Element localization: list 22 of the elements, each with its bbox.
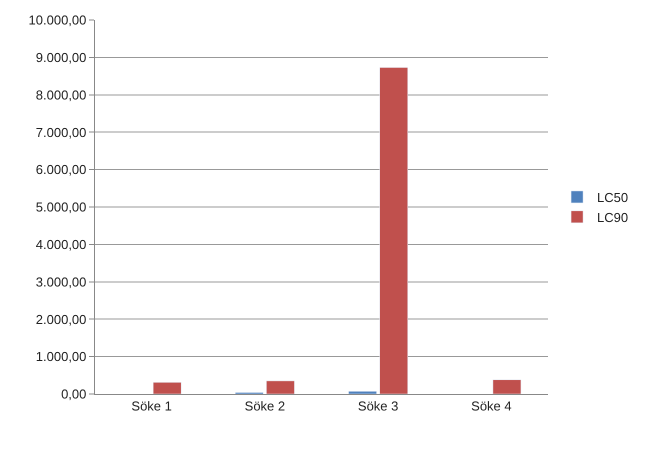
y-tick-label: 3.000,00: [36, 274, 86, 290]
x-tick-label: Söke 3: [358, 398, 398, 414]
bar: [492, 380, 522, 394]
y-tick-label: 5.000,00: [36, 200, 86, 215]
y-tick-label: 7.000,00: [36, 124, 86, 140]
legend-label: LC50: [597, 190, 628, 206]
bar: [152, 382, 182, 394]
y-tick-label: 1.000,00: [36, 349, 86, 364]
bar: [379, 67, 408, 394]
x-tick-label: Söke 4: [471, 398, 512, 414]
y-tick-label: 4.000,00: [36, 236, 86, 252]
x-tick-label: Söke 1: [131, 398, 172, 414]
y-tick-label: 10.000,00: [28, 12, 86, 28]
y-tick-label: 2.000,00: [36, 312, 86, 327]
y-tick-label: 6.000,00: [36, 162, 86, 178]
y-tick-label: 0,00: [61, 386, 86, 402]
y-tick-label: 9.000,00: [36, 50, 86, 65]
bar: [348, 391, 377, 394]
legend-label: LC90: [597, 210, 628, 225]
bar: [266, 380, 295, 394]
y-tick-label: 8.000,00: [36, 87, 86, 102]
x-tick-label: Söke 2: [244, 398, 286, 414]
